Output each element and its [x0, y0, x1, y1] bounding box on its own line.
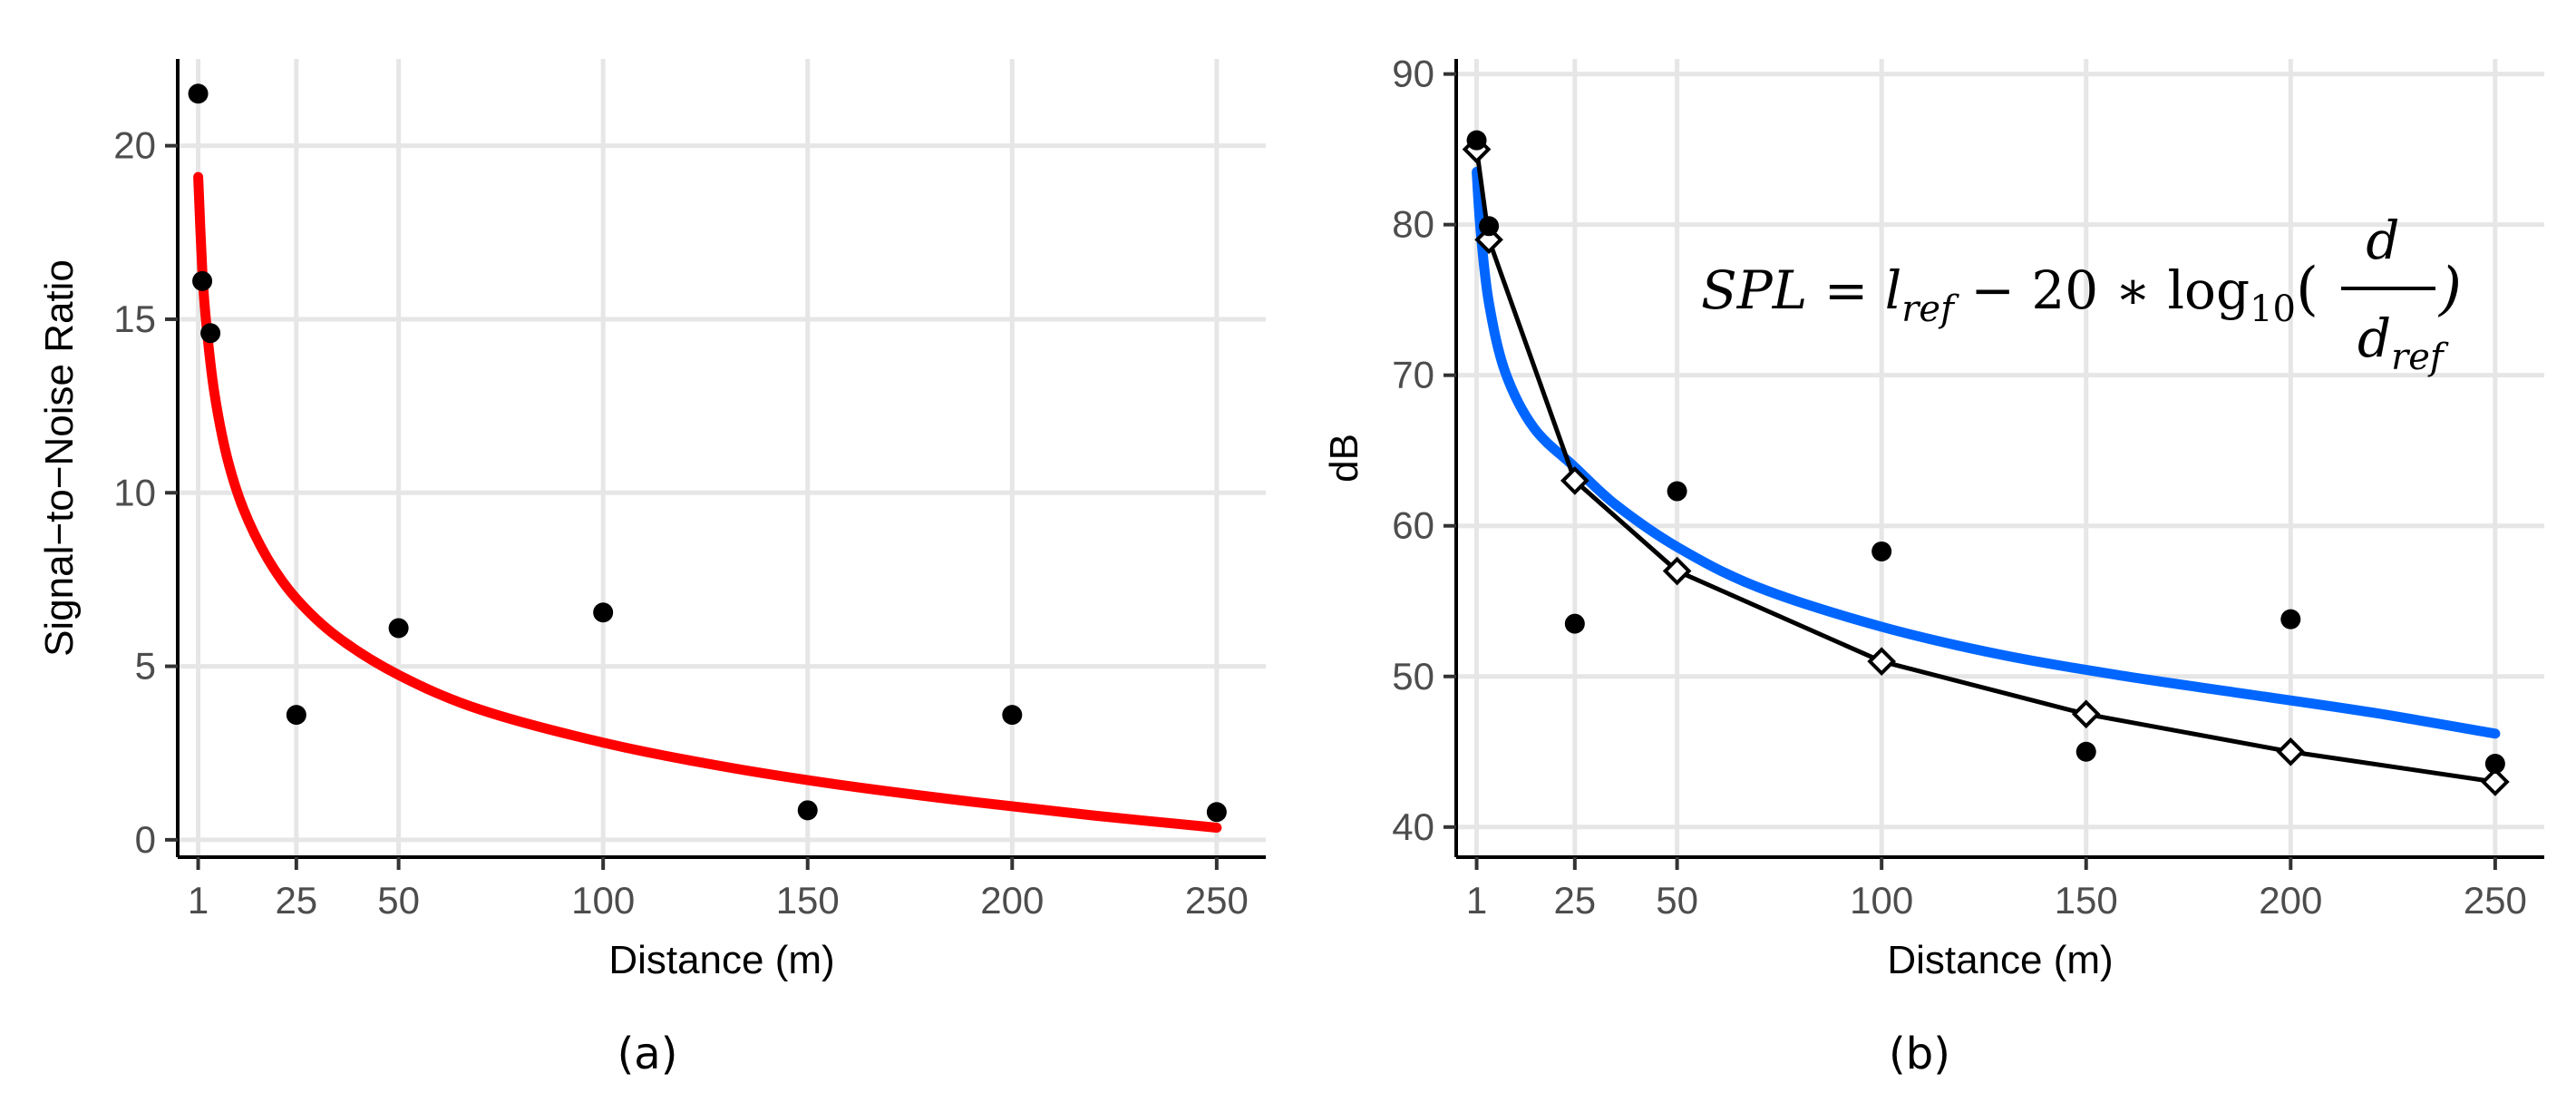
caption-a: (a) — [617, 1029, 678, 1079]
panel-b-model-line — [1474, 149, 2496, 785]
formula-lhs: SPL = l — [1701, 259, 1901, 321]
panel-a-x-tick-label-6: 250 — [1185, 879, 1249, 922]
panel-b-y-tick-label-5: 90 — [1392, 53, 1434, 95]
formula-left-side: SPL = lref − 20 ∗ log10( — [1701, 256, 2318, 330]
panel-b-model-marker-2 — [1560, 466, 1589, 495]
caption-b: (b) — [1889, 1029, 1950, 1079]
panel-b-grid — [1456, 59, 2544, 857]
panel-a-point-3 — [286, 705, 306, 726]
formula-log-subscript: 10 — [2250, 288, 2296, 330]
panel-b-x-tick-label-4: 150 — [2055, 879, 2118, 922]
panel-b-point-7 — [2484, 754, 2505, 775]
formula-denominator: dref — [2357, 307, 2449, 378]
panel-b-y-tick-label-4: 80 — [1392, 203, 1434, 246]
panel-a-point-5 — [593, 602, 614, 623]
panel-a-point-1 — [192, 270, 213, 291]
panel-b-model-marker-1 — [1474, 225, 1503, 255]
panel-a-y-tick-label-2: 10 — [113, 471, 156, 513]
panel-a-x-tick-label-0: 1 — [188, 879, 209, 922]
panel-b-point-2 — [1564, 613, 1585, 634]
panel-b-scatter-plot: 1 25 50 100 150 200 250 40 50 60 70 80 90 Distance … — [1322, 53, 2544, 982]
formula-middle: − 20 ∗ log — [1954, 259, 2250, 321]
panel-b-data-points — [1466, 130, 2505, 775]
panel-a-y-tick-label-1: 5 — [135, 645, 156, 688]
panel-b-ticks — [1444, 72, 2497, 870]
panel-a-y-tick-labels: 0 5 10 15 20 — [113, 124, 156, 861]
panel-b-x-tick-label-6: 250 — [2464, 879, 2527, 922]
panel-a-x-tick-labels: 1 25 50 100 150 200 250 — [188, 879, 1249, 922]
panel-b-point-6 — [2280, 609, 2301, 629]
panel-a-x-tick-label-3: 100 — [571, 879, 635, 922]
panel-b-y-axis-title: dB — [1322, 434, 1366, 483]
panel-b-y-tick-labels: 40 50 60 70 80 90 — [1392, 53, 1434, 848]
panel-b-x-tick-label-3: 100 — [1850, 879, 1913, 922]
formula-open-paren: ( — [2296, 256, 2318, 323]
panel-a-x-tick-label-2: 50 — [377, 879, 420, 922]
panel-a-x-tick-label-1: 25 — [275, 879, 317, 922]
panel-b-model-marker-3 — [1662, 556, 1692, 586]
panel-a-point-7 — [1002, 705, 1023, 726]
panel-a-point-6 — [797, 800, 818, 821]
panel-a-y-tick-label-3: 15 — [113, 298, 156, 340]
panel-b-x-tick-labels: 1 25 50 100 150 200 250 — [1466, 879, 2527, 922]
panel-a-fit-curve — [193, 171, 1222, 833]
panel-b-y-tick-label-1: 50 — [1392, 655, 1434, 698]
panel-a-point-4 — [388, 618, 409, 639]
panel-a-grid — [178, 59, 1266, 857]
panel-a-point-0 — [188, 83, 209, 104]
panel-a-point-8 — [1206, 802, 1227, 823]
panel-b-model-marker-6 — [2276, 737, 2306, 766]
panel-b-model-marker-5 — [2071, 699, 2101, 729]
panel-b-x-tick-label-1: 25 — [1553, 879, 1596, 922]
panel-b-y-tick-label-0: 40 — [1392, 805, 1434, 848]
panel-b-model-marker-7 — [2481, 767, 2510, 796]
panel-a-x-tick-label-4: 150 — [776, 879, 840, 922]
panel-b-x-tick-label-5: 200 — [2259, 879, 2322, 922]
panel-b-y-tick-label-2: 60 — [1392, 504, 1434, 547]
panel-a-x-tick-label-5: 200 — [980, 879, 1044, 922]
panel-a-data-points — [188, 83, 1227, 823]
formula-denominator-d: d — [2357, 307, 2391, 369]
panel-a-y-axis-title: Signal−to−Noise Ratio — [37, 259, 82, 657]
formula-close-paren: ) — [2437, 256, 2462, 323]
panel-b-y-tick-label-3: 70 — [1392, 354, 1434, 396]
panel-b-point-5 — [2075, 741, 2096, 762]
panel-b-fit-curve — [1472, 167, 2501, 739]
panel-a-x-axis-title: Distance (m) — [608, 938, 834, 982]
formula-numerator: d — [2366, 210, 2399, 271]
panel-a-ticks — [165, 143, 1219, 870]
panel-b-x-tick-label-2: 50 — [1656, 879, 1698, 922]
panel-b-point-4 — [1871, 541, 1892, 561]
formula-denominator-subscript: ref — [2391, 337, 2449, 378]
panel-b-point-0 — [1466, 130, 1487, 151]
panel-b-model-marker-4 — [1867, 647, 1897, 676]
panel-b-point-1 — [1479, 216, 1500, 237]
panel-a-y-tick-label-4: 20 — [113, 124, 156, 167]
formula-lhs-subscript: ref — [1901, 288, 1959, 330]
panel-b-point-3 — [1667, 481, 1687, 502]
panel-b-formula-annotation: SPL = lref − 20 ∗ log10( d dref ) — [1701, 210, 2462, 378]
panel-b-model-markers — [1462, 134, 2510, 796]
panel-b-x-axis-title: Distance (m) — [1887, 938, 2113, 982]
panel-a-y-tick-label-0: 0 — [135, 818, 156, 861]
panel-a-point-2 — [200, 323, 221, 344]
panel-b-x-tick-label-0: 1 — [1466, 879, 1487, 922]
